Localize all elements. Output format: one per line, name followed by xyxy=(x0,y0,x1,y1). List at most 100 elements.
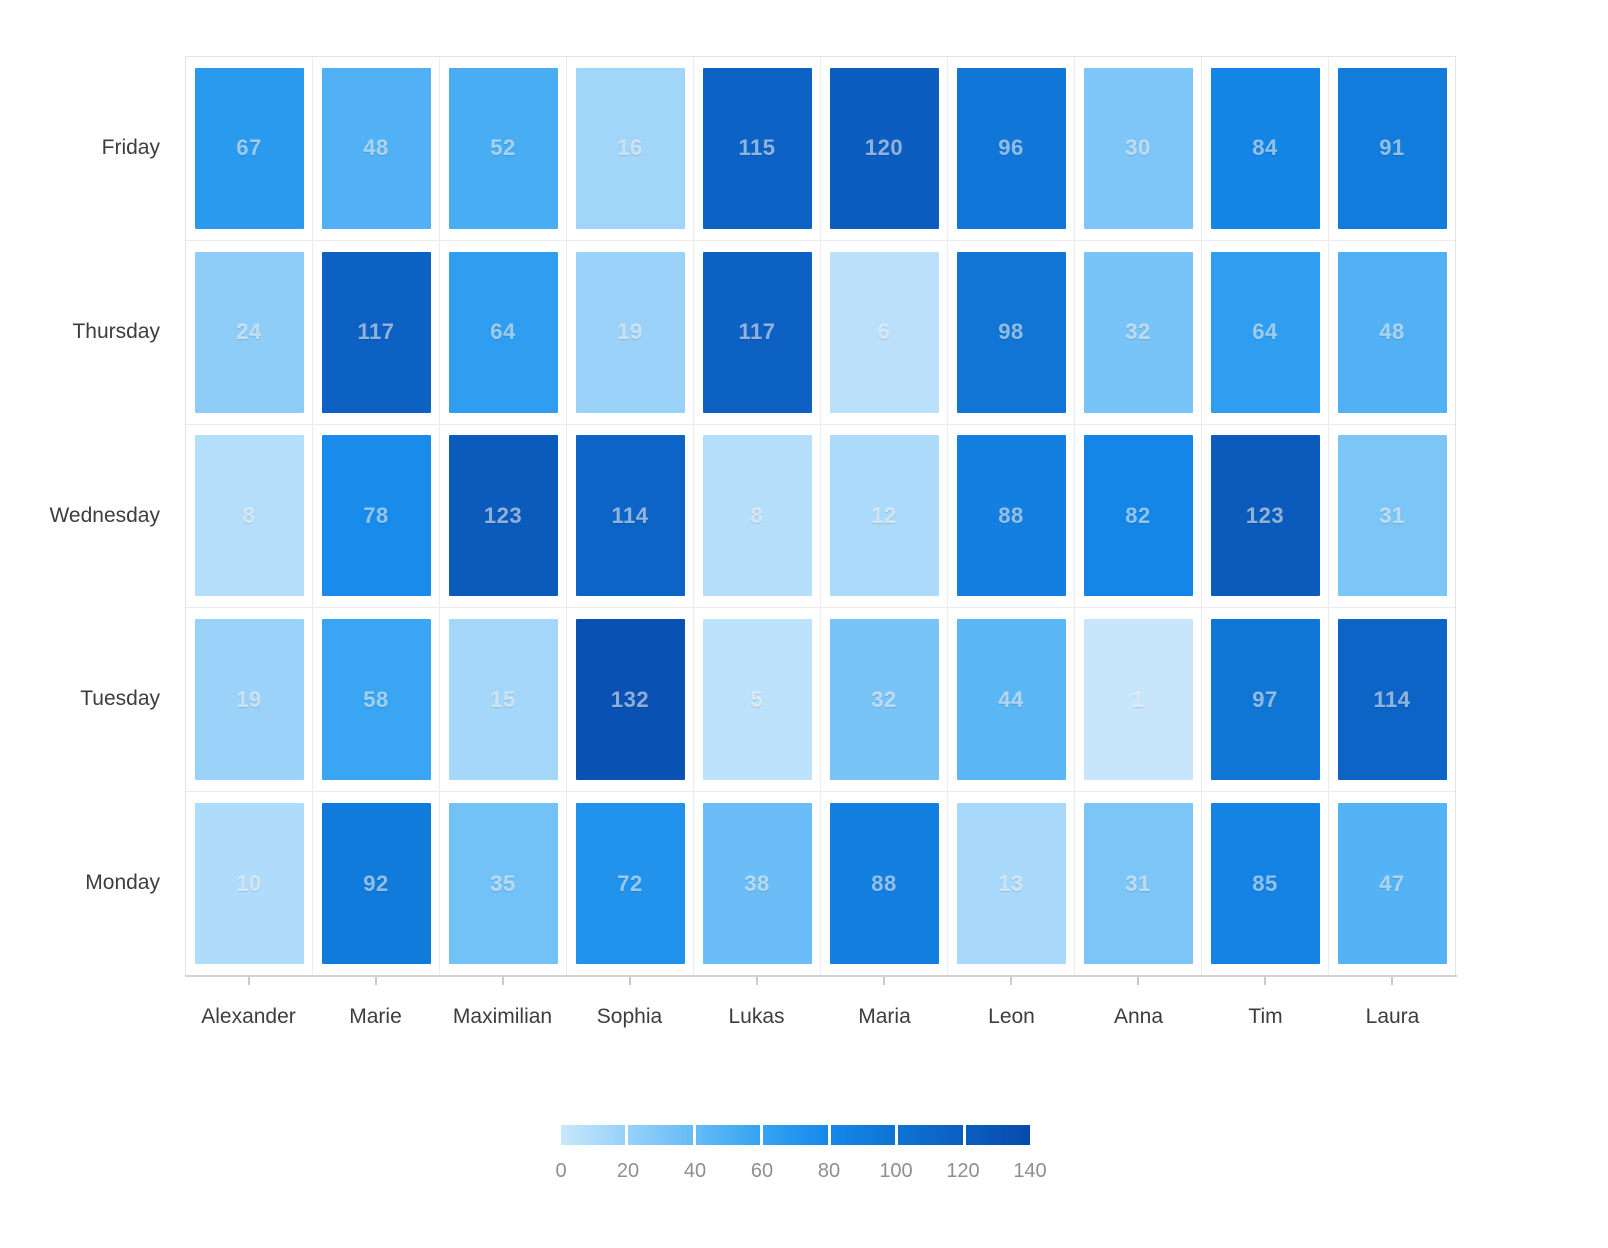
heatmap-cell-rect: 31 xyxy=(1337,435,1447,597)
cell-value: 72 xyxy=(617,870,643,896)
heatmap-cell[interactable]: 24 xyxy=(186,240,312,424)
heatmap-cell[interactable]: 19 xyxy=(567,240,693,424)
legend-tick-label: 80 xyxy=(817,1160,841,1182)
cell-value: 13 xyxy=(998,870,1024,896)
heatmap-cell[interactable]: 123 xyxy=(1202,424,1328,608)
heatmap-cell[interactable]: 117 xyxy=(694,240,820,424)
x-axis-tick xyxy=(883,977,885,985)
heatmap-cell[interactable]: 84 xyxy=(1202,57,1328,240)
heatmap-cell[interactable]: 5 xyxy=(694,608,820,792)
legend-gradient-segment xyxy=(830,1125,896,1145)
heatmap-cell[interactable]: 16 xyxy=(567,57,693,240)
heatmap-cell-rect: 32 xyxy=(829,619,939,781)
legend-tick-label: 40 xyxy=(683,1160,707,1182)
heatmap-cell-rect: 123 xyxy=(1210,435,1320,597)
heatmap-cell[interactable]: 13 xyxy=(948,792,1074,975)
heatmap-cell[interactable]: 44 xyxy=(948,608,1074,792)
heatmap-cell[interactable]: 72 xyxy=(567,792,693,975)
heatmap-cell[interactable]: 91 xyxy=(1329,57,1455,240)
heatmap-cell[interactable]: 88 xyxy=(948,424,1074,608)
heatmap-cell[interactable]: 117 xyxy=(313,240,439,424)
heatmap-cell[interactable]: 32 xyxy=(1075,240,1201,424)
heatmap-cell-rect: 114 xyxy=(1337,619,1447,781)
heatmap-cell[interactable]: 30 xyxy=(1075,57,1201,240)
heatmap-cell[interactable]: 47 xyxy=(1329,792,1455,975)
heatmap-cell-rect: 78 xyxy=(321,435,431,597)
color-legend-bar xyxy=(561,1125,1030,1145)
cell-value: 31 xyxy=(1125,870,1151,896)
heatmap-cell[interactable]: 64 xyxy=(440,240,566,424)
x-axis-label: Lukas xyxy=(728,1005,785,1028)
cell-value: 82 xyxy=(1125,502,1151,528)
heatmap-cell[interactable]: 6 xyxy=(821,240,947,424)
y-axis-label: Friday xyxy=(101,136,160,159)
cell-value: 35 xyxy=(490,870,516,896)
cell-value: 117 xyxy=(357,319,395,345)
cell-value: 78 xyxy=(363,502,389,528)
cell-value: 84 xyxy=(1252,135,1278,161)
x-axis-label: Tim xyxy=(1248,1005,1283,1028)
heatmap-cell[interactable]: 92 xyxy=(313,792,439,975)
heatmap-cell[interactable]: 15 xyxy=(440,608,566,792)
y-axis-label: Tuesday xyxy=(80,687,160,710)
heatmap-cell[interactable]: 19 xyxy=(186,608,312,792)
x-axis-tick xyxy=(1137,977,1139,985)
heatmap-cell[interactable]: 67 xyxy=(186,57,312,240)
heatmap-cell-rect: 82 xyxy=(1083,435,1193,597)
heatmap-cell[interactable]: 115 xyxy=(694,57,820,240)
heatmap-cell-rect: 96 xyxy=(956,67,1066,229)
heatmap-cell[interactable]: 88 xyxy=(821,792,947,975)
heatmap-cell[interactable]: 85 xyxy=(1202,792,1328,975)
heatmap-cell[interactable]: 120 xyxy=(821,57,947,240)
heatmap-cell[interactable]: 114 xyxy=(567,424,693,608)
heatmap-cell-rect: 15 xyxy=(448,619,558,781)
heatmap-cell[interactable]: 12 xyxy=(821,424,947,608)
heatmap-cell-rect: 5 xyxy=(702,619,812,781)
heatmap-cell-rect: 32 xyxy=(1083,251,1193,413)
heatmap-cell[interactable]: 38 xyxy=(694,792,820,975)
heatmap-cell[interactable]: 1 xyxy=(1075,608,1201,792)
heatmap-cell[interactable]: 35 xyxy=(440,792,566,975)
heatmap-cell[interactable]: 48 xyxy=(1329,240,1455,424)
heatmap-cell-rect: 10 xyxy=(194,803,304,965)
cell-value: 8 xyxy=(242,502,256,528)
cell-value: 48 xyxy=(363,135,389,161)
heatmap-cell-rect: 44 xyxy=(956,619,1066,781)
heatmap-cell[interactable]: 31 xyxy=(1329,424,1455,608)
cell-value: 132 xyxy=(610,686,650,712)
heatmap-cell[interactable]: 64 xyxy=(1202,240,1328,424)
heatmap-cell-rect: 12 xyxy=(829,435,939,597)
heatmap-cell[interactable]: 52 xyxy=(440,57,566,240)
x-axis-label: Maria xyxy=(858,1005,911,1028)
cell-value: 85 xyxy=(1252,870,1278,896)
heatmap-cell[interactable]: 48 xyxy=(313,57,439,240)
cell-value: 48 xyxy=(1379,319,1405,345)
heatmap-cell[interactable]: 31 xyxy=(1075,792,1201,975)
heatmap-cell[interactable]: 114 xyxy=(1329,608,1455,792)
heatmap-cell[interactable]: 78 xyxy=(313,424,439,608)
heatmap-cell[interactable]: 82 xyxy=(1075,424,1201,608)
heatmap-cell[interactable]: 132 xyxy=(567,608,693,792)
cell-value: 5 xyxy=(750,686,764,712)
heatmap-cell[interactable]: 32 xyxy=(821,608,947,792)
heatmap-cell[interactable]: 96 xyxy=(948,57,1074,240)
heatmap-cell-rect: 48 xyxy=(1337,251,1447,413)
x-axis-tick xyxy=(629,977,631,985)
heatmap-cell-rect: 72 xyxy=(575,803,685,965)
heatmap-cell[interactable]: 58 xyxy=(313,608,439,792)
x-axis-label: Alexander xyxy=(201,1005,296,1028)
heatmap-cell[interactable]: 123 xyxy=(440,424,566,608)
cell-value: 10 xyxy=(236,870,262,896)
legend-tick-label: 140 xyxy=(1013,1160,1047,1182)
heatmap-cell[interactable]: 10 xyxy=(186,792,312,975)
heatmap-cell[interactable]: 98 xyxy=(948,240,1074,424)
heatmap-cell[interactable]: 8 xyxy=(186,424,312,608)
x-axis-label: Sophia xyxy=(596,1005,663,1028)
heatmap-cell[interactable]: 97 xyxy=(1202,608,1328,792)
cell-value: 67 xyxy=(236,135,262,161)
cell-value: 19 xyxy=(236,686,262,712)
heatmap-cell[interactable]: 8 xyxy=(694,424,820,608)
heatmap-cell-rect: 67 xyxy=(194,67,304,229)
heatmap-cell-rect: 115 xyxy=(702,67,812,229)
